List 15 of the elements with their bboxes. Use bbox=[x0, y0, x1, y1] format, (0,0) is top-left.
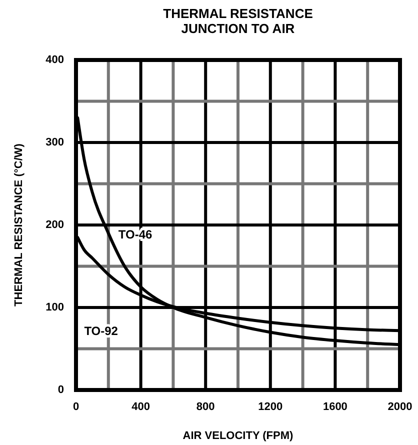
y-axis-title: THERMAL RESISTANCE (°C/W) bbox=[13, 143, 25, 306]
y-tick-label: 300 bbox=[46, 136, 64, 148]
y-tick-label: 200 bbox=[46, 218, 64, 231]
y-tick-label: 0 bbox=[58, 384, 64, 396]
x-axis-title: AIR VELOCITY (FPM) bbox=[182, 430, 294, 442]
x-tick-label: 2000 bbox=[388, 401, 412, 413]
x-tick-label: 400 bbox=[132, 401, 150, 413]
chart-title: THERMAL RESISTANCE JUNCTION TO AIR bbox=[163, 6, 314, 36]
x-tick-label: 800 bbox=[196, 401, 215, 413]
x-tick-label: 0 bbox=[72, 401, 80, 413]
x-tick-label: 1600 bbox=[322, 401, 348, 413]
x-tick-label: 1200 bbox=[258, 401, 283, 413]
y-tick-label: 400 bbox=[46, 54, 64, 66]
y-tick-label: 100 bbox=[46, 301, 64, 314]
text: TO-92 bbox=[84, 324, 118, 338]
